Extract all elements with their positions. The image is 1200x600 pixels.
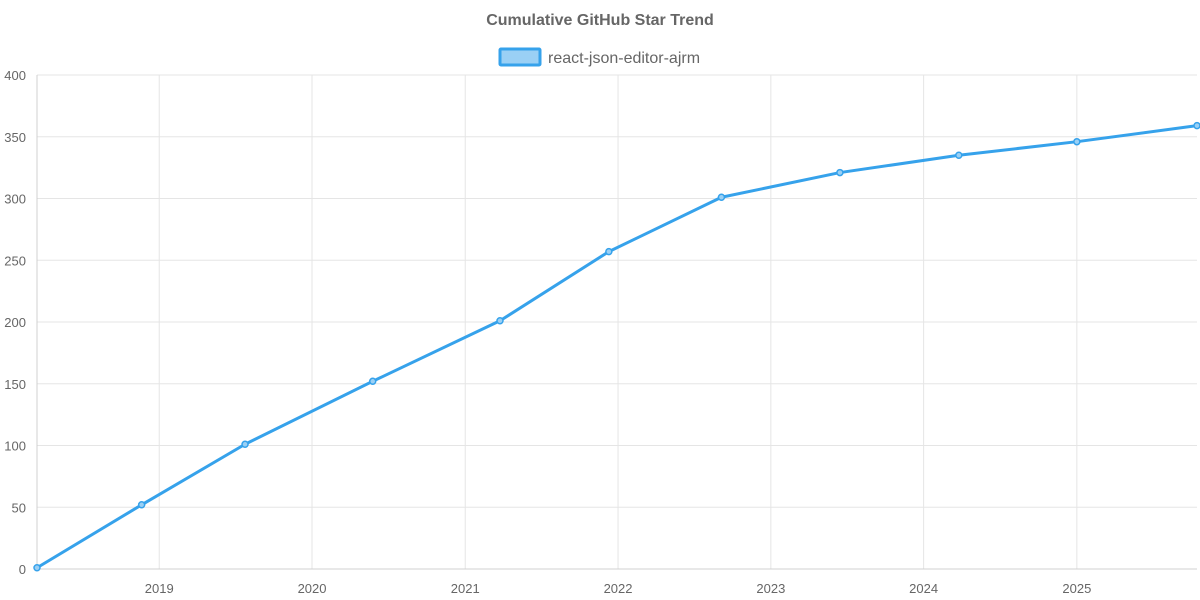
data-point[interactable] xyxy=(241,440,249,449)
y-tick-label: 150 xyxy=(4,377,26,392)
x-tick-label: 2023 xyxy=(756,581,785,596)
y-tick-label: 300 xyxy=(4,192,26,207)
y-tick-label: 200 xyxy=(4,315,26,330)
data-point[interactable] xyxy=(1193,121,1200,130)
y-tick-label: 350 xyxy=(4,130,26,145)
data-point[interactable] xyxy=(368,377,377,386)
data-point[interactable] xyxy=(1073,137,1081,146)
y-tick-label: 50 xyxy=(12,500,26,515)
series-line xyxy=(35,124,1199,570)
data-point[interactable] xyxy=(955,151,963,160)
y-tick-label: 400 xyxy=(4,68,26,83)
chart-legend[interactable]: react-json-editor-ajrm xyxy=(498,47,700,67)
y-tick-label: 100 xyxy=(4,439,26,454)
x-tick-label: 2025 xyxy=(1062,581,1091,596)
data-point[interactable] xyxy=(137,501,146,509)
y-axis-tick-labels: 0 50 100 150 200 250 300 350 400 xyxy=(4,68,26,577)
chart-title: Cumulative GitHub Star Trend xyxy=(486,12,714,29)
series-layer xyxy=(35,124,1199,570)
y-tick-label: 0 xyxy=(19,562,26,577)
x-tick-label: 2022 xyxy=(604,581,633,596)
x-axis-tick-labels: 2019 2020 2021 2022 2023 2024 2025 xyxy=(145,581,1092,596)
x-tick-label: 2021 xyxy=(451,581,480,596)
data-point[interactable] xyxy=(836,168,844,177)
points-layer xyxy=(33,121,1200,572)
x-tick-label: 2020 xyxy=(298,581,327,596)
data-point[interactable] xyxy=(605,247,613,256)
data-point[interactable] xyxy=(717,193,726,202)
y-grid-lines xyxy=(37,74,1197,570)
y-tick-label: 250 xyxy=(4,253,26,268)
x-tick-label: 2024 xyxy=(909,581,938,596)
chart-axes xyxy=(36,75,1197,570)
legend-label[interactable]: react-json-editor-ajrm xyxy=(548,50,700,67)
legend-swatch[interactable] xyxy=(498,47,542,67)
x-tick-label: 2019 xyxy=(145,581,174,596)
data-point[interactable] xyxy=(33,564,41,572)
data-point[interactable] xyxy=(496,317,504,325)
